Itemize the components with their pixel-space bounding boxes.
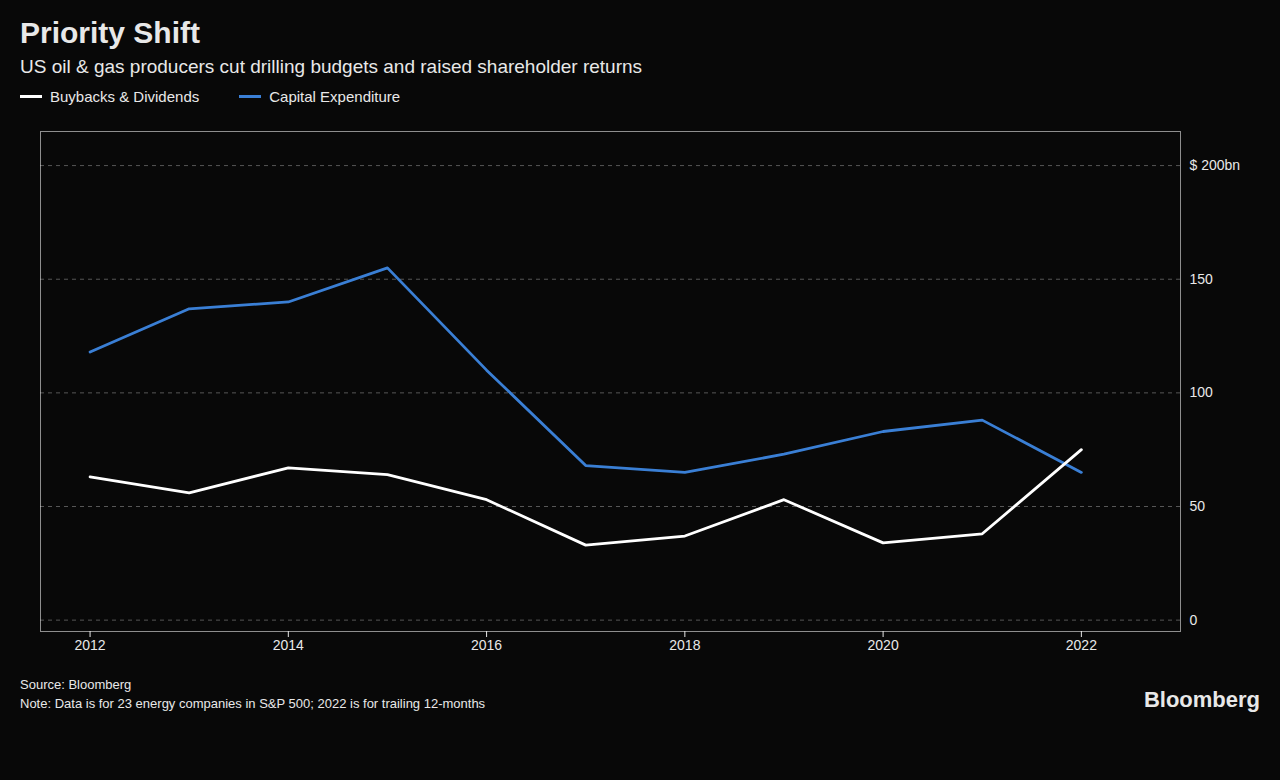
html-text:Note: Data is for 23 energy co: Note: Data is for 23 energy companies in… [20,696,486,711]
svg-text:2012: 2012 [74,637,105,653]
svg-text:2020: 2020 [868,637,899,653]
svg-text:100: 100 [1190,384,1214,400]
html-text:Source: Bloomberg: Source: Bloomberg [20,677,132,692]
svg-text:0: 0 [1190,612,1198,628]
svg-text:$ 200bn: $ 200bn [1190,157,1241,173]
html-text:Bloomberg: Bloomberg [1143,687,1260,712]
html-text:US oil & gas producers cut dri: US oil & gas producers cut drilling budg… [20,56,643,77]
html-text:Buybacks & Dividends: Buybacks & Dividends [50,88,200,105]
svg-text:2022: 2022 [1066,637,1097,653]
html-text:Capital Expenditure: Capital Expenditure [269,88,401,105]
svg-text:150: 150 [1190,271,1214,287]
html-text:Priority Shift: Priority Shift [20,16,200,49]
svg-text:2016: 2016 [471,637,502,653]
svg-text:2014: 2014 [273,637,304,653]
svg-text:50: 50 [1190,498,1206,514]
svg-text:2018: 2018 [669,637,700,653]
